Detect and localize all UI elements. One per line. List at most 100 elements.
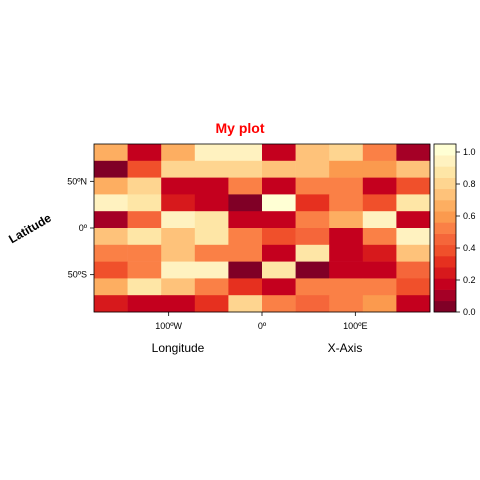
heatmap-cell (94, 228, 128, 246)
heatmap-cell (396, 244, 431, 262)
heatmap-cell (262, 211, 296, 229)
colorbar-swatch (434, 144, 456, 156)
heatmap-cell (228, 144, 263, 162)
heatmap-cell (194, 177, 229, 195)
heatmap-cell (228, 211, 263, 229)
colorbar-swatch (434, 155, 456, 167)
heatmap-cell (329, 144, 364, 162)
heatmap-cell (396, 177, 431, 195)
heatmap-cell (362, 228, 397, 246)
heatmap-cell (228, 261, 263, 279)
heatmap-cell (161, 295, 196, 313)
heatmap-cell (362, 144, 397, 162)
heatmap-cell (228, 228, 263, 246)
heatmap-cell (329, 194, 364, 212)
heatmap-cell (127, 160, 162, 178)
heatmap-cell (329, 278, 364, 296)
heatmap-cell (295, 278, 330, 296)
colorbar (433, 143, 457, 313)
heatmap-cell (228, 177, 263, 195)
y-tick-label: 50ºS (68, 270, 87, 280)
heatmap-cell (295, 194, 330, 212)
heatmap-cell (295, 211, 330, 229)
heatmap-cell (396, 194, 431, 212)
heatmap-cell (262, 160, 296, 178)
colorbar-swatch (434, 278, 456, 290)
x-axis-secondary-label: X-Axis (328, 341, 363, 355)
heatmap-cell (161, 228, 196, 246)
heatmap-cell (329, 295, 364, 313)
heatmap-cell (127, 278, 162, 296)
y-tick-label: 0º (79, 223, 88, 233)
heatmap-cell (161, 261, 196, 279)
heatmap-cell (262, 177, 296, 195)
colorbar-swatch (434, 222, 456, 234)
colorbar-tick-label: 0.6 (463, 211, 476, 221)
heatmap-cell (295, 295, 330, 313)
heatmap-cell (262, 295, 296, 313)
heatmap-cell (127, 244, 162, 262)
heatmap-cell (127, 194, 162, 212)
heatmap-cell (262, 261, 296, 279)
heatmap-cell (194, 144, 229, 162)
colorbar-tick-label: 0.2 (463, 275, 476, 285)
heatmap-cell (396, 160, 431, 178)
heatmap-cell (329, 228, 364, 246)
heatmap-cell (262, 144, 296, 162)
colorbar-frame (433, 143, 457, 313)
heatmap-cell (161, 244, 196, 262)
heatmap-cell (396, 295, 431, 313)
heatmap-cell (329, 211, 364, 229)
heatmap-cell (396, 261, 431, 279)
colorbar-ticks: 0.0 0.2 0.4 0.6 0.8 1.0 (456, 147, 476, 317)
heatmap-cell (94, 261, 128, 279)
heatmap-cell (362, 160, 397, 178)
heatmap-cell (396, 144, 431, 162)
heatmap-cell (329, 244, 364, 262)
heatmap-cell (194, 228, 229, 246)
heatmap-cell (94, 194, 128, 212)
heatmap-cell (362, 244, 397, 262)
heatmap-cell (94, 295, 128, 313)
colorbar-swatch (434, 256, 456, 268)
x-axis-ticks: 100ºW 0º 100ºE (155, 312, 367, 331)
colorbar-swatch (434, 300, 456, 313)
heatmap-cell (262, 228, 296, 246)
heatmap-cell (127, 177, 162, 195)
heatmap-cell (194, 194, 229, 212)
heatmap-cell (262, 278, 296, 296)
colorbar-tick-label: 0.0 (463, 307, 476, 317)
colorbar-swatch (434, 289, 456, 302)
heatmap-cell (295, 160, 330, 178)
heatmap-cell (161, 211, 196, 229)
heatmap-cell (94, 244, 128, 262)
heatmap-cell (362, 177, 397, 195)
heatmap-cell (295, 228, 330, 246)
colorbar-swatch (434, 200, 456, 212)
heatmap-cell (194, 160, 229, 178)
heatmap-cell (329, 261, 364, 279)
heatmap-cell (396, 228, 431, 246)
heatmap-cell (362, 261, 397, 279)
x-tick-label: 100ºW (155, 321, 182, 331)
heatmap-cell (161, 194, 196, 212)
colorbar-tick-label: 0.8 (463, 179, 476, 189)
heatmap-cell (228, 160, 263, 178)
heatmap-cell (94, 144, 128, 162)
x-tick-label: 0º (258, 321, 267, 331)
heatmap-cell (362, 278, 397, 296)
heatmap-cell (329, 177, 364, 195)
colorbar-swatch (434, 233, 456, 246)
heatmap-cell (194, 278, 229, 296)
heatmap-cell (262, 194, 296, 212)
heatmap-cell (194, 295, 229, 313)
colorbar-swatch (434, 188, 456, 201)
heatmap-cell (94, 160, 128, 178)
heatmap-cells (94, 144, 431, 313)
heatmap-cell (228, 194, 263, 212)
heatmap-cell (127, 261, 162, 279)
colorbar-swatch (434, 211, 456, 223)
heatmap-cell (194, 244, 229, 262)
heatmap-cell (295, 244, 330, 262)
